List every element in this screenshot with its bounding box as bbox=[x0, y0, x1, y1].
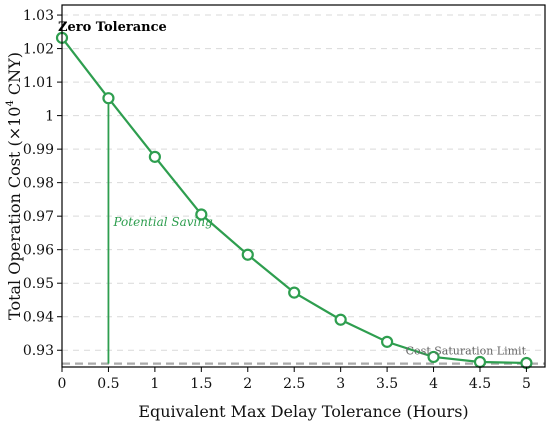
data-point-8 bbox=[427, 350, 440, 364]
y-axis-label-main: Total Operation Cost (×10 bbox=[5, 107, 24, 320]
data-point-6 bbox=[334, 313, 347, 326]
x-tick-label-6: 3 bbox=[336, 376, 345, 392]
y-tick-label-1: 0.94 bbox=[23, 310, 54, 326]
data-point-2 bbox=[148, 150, 161, 163]
x-tick-label-1: 0.5 bbox=[97, 376, 119, 392]
x-tick-label-4: 2 bbox=[243, 376, 252, 392]
y-axis-label: Total Operation Cost (×104 CNY) bbox=[5, 52, 24, 320]
series-group bbox=[55, 31, 533, 370]
data-point-3 bbox=[195, 208, 208, 221]
x-tick-label-3: 1.5 bbox=[190, 376, 212, 392]
data-point-9 bbox=[473, 355, 487, 369]
y-axis-label-unit: CNY) bbox=[5, 52, 24, 100]
y-tick-label-0: 0.93 bbox=[23, 343, 54, 359]
y-tick-label-6: 0.99 bbox=[23, 142, 54, 158]
y-tick-label-9: 1.02 bbox=[23, 42, 54, 58]
x-tick-label-5: 2.5 bbox=[283, 376, 305, 392]
y-tick-label-3: 0.96 bbox=[23, 243, 54, 259]
x-tick-label-8: 4 bbox=[429, 376, 438, 392]
cost-saturation-annotation: Cost Saturation Limit bbox=[406, 345, 527, 358]
potential-saving-annotation: Potential Saving bbox=[112, 215, 213, 229]
data-point-7 bbox=[380, 335, 394, 348]
y-tick-label-2: 0.95 bbox=[23, 276, 54, 292]
y-axis-label-exponent: 4 bbox=[5, 100, 16, 106]
plot-frame bbox=[61, 4, 546, 368]
y-tick-label-10: 1.03 bbox=[23, 8, 54, 24]
y-tick-label-8: 1.01 bbox=[23, 75, 54, 91]
zero-tolerance-annotation: Zero Tolerance bbox=[58, 20, 167, 35]
data-point-4 bbox=[241, 248, 254, 261]
data-point-1 bbox=[102, 92, 115, 105]
x-axis-ticks: 0 0.5 1 1.5 2 2.5 3 3.5 4 4.5 5 bbox=[58, 367, 531, 392]
y-tick-label-4: 0.97 bbox=[23, 209, 54, 225]
x-tick-label-9: 4.5 bbox=[469, 376, 491, 392]
y-tick-label-5: 0.98 bbox=[23, 176, 54, 192]
series-line-0 bbox=[61, 37, 527, 365]
gridlines bbox=[62, 14, 545, 351]
x-tick-label-2: 1 bbox=[150, 376, 159, 392]
x-tick-label-7: 3.5 bbox=[376, 376, 398, 392]
x-tick-label-10: 5 bbox=[522, 376, 531, 392]
y-tick-label-7: 1 bbox=[45, 109, 54, 125]
x-axis-label: Equivalent Max Delay Tolerance (Hours) bbox=[138, 402, 468, 421]
x-tick-label-0: 0 bbox=[58, 376, 67, 392]
y-axis-ticks: 0.93 0.94 0.95 0.96 0.97 0.98 0.99 1 1.01 1.02 1.0… bbox=[23, 8, 62, 359]
data-point-5 bbox=[288, 286, 301, 299]
